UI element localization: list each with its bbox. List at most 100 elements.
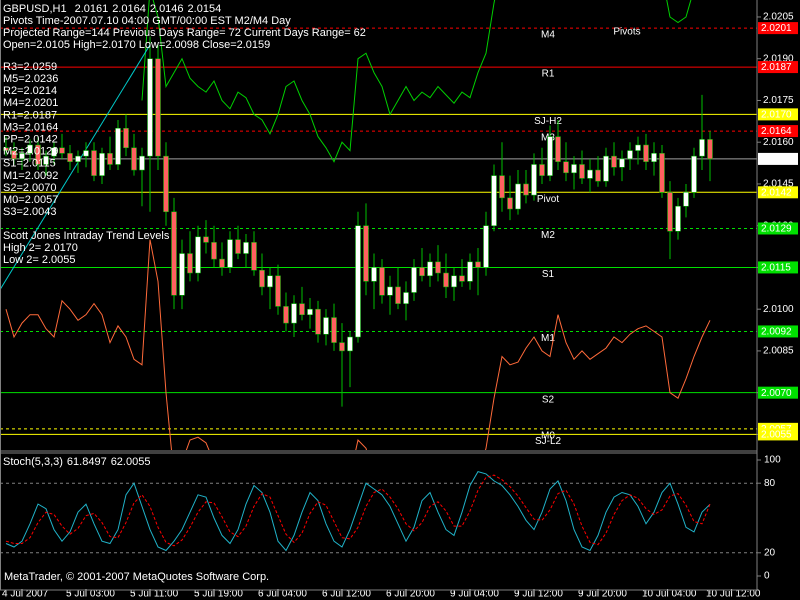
candle-body [371,267,377,282]
pivot-line: S2=2.0070 [3,182,57,194]
candle-body [619,158,625,168]
y-tick-label: 2.0190 [763,53,794,64]
trend-line [0,44,151,290]
candle-body [35,144,41,165]
pivot-line: R1=2.0187 [3,109,57,121]
candle-body [499,175,505,199]
x-tick-label: 9 Jul 04:00 [450,589,499,600]
level-label: SJ-L2 [535,436,562,447]
y-tick-label: 2.0175 [763,95,794,106]
pivot-line: R3=2.0259 [3,61,57,73]
candle-body [627,150,633,160]
price-box [758,186,798,199]
candle-body [579,164,585,179]
candle-body [699,139,705,157]
candle-body [515,183,521,210]
candle-body [643,144,649,162]
candle-body [235,239,241,254]
price-box [758,261,798,274]
x-tick-label: 4 Jul 2007 [2,589,49,600]
x-tick-label: 9 Jul 12:00 [514,589,563,600]
candle-body [387,286,393,296]
candle-body [163,155,169,213]
x-tick-label: 6 Jul 20:00 [386,589,435,600]
x-tick-label: 10 Jul 12:00 [706,589,761,600]
price-box-label: 2.0129 [761,224,792,235]
candle-body [587,169,593,179]
y-tick-label: 2.0100 [763,304,794,315]
stoch-tick-label: 20 [764,547,776,558]
stoch-tick-label: 0 [764,571,770,582]
candle-body [179,253,185,296]
candle-body [267,275,273,288]
candle-body [67,153,73,162]
stoch-panel [0,471,757,554]
candle-body [19,153,25,160]
candle-body [379,267,385,296]
stoch-value: 61.8497 [67,456,107,468]
candle-body [171,211,177,296]
level-label: M4 [541,30,555,41]
candle-body [467,261,473,282]
candle-body [51,147,57,157]
candle-body [611,155,617,168]
info-line: Open=2.0105 High=2.0170 Low=2.0098 Close… [3,39,270,51]
level-label: S2 [542,394,555,405]
ohlc-value: 2.0164 [112,3,146,15]
x-tick-label: 6 Jul 04:00 [258,589,307,600]
x-tick-label: 6 Jul 12:00 [322,589,371,600]
candle-body [91,150,97,176]
x-tick-label: 5 Jul 19:00 [194,589,243,600]
candle-body [155,58,161,157]
price-box-label: 2.0187 [761,62,792,73]
pivot-line: S3=2.0043 [3,206,57,218]
candle-body [523,183,529,196]
candle-body [331,317,337,343]
candle-body [219,258,225,268]
level-label: Pivot [537,194,559,205]
candle-body [651,153,657,162]
price-box-label: 2.0142 [761,187,792,198]
symbol-header: GBPUSD,H1 2.0161 2.0164 2.0146 2.0154 [3,3,221,15]
level-label: M1 [541,333,555,344]
level-label: M0 [541,430,555,441]
candle-body [355,225,361,338]
candle-body [83,150,89,157]
candle-body [147,58,153,157]
candle-body [243,242,249,254]
pivot-line: PP=2.0142 [3,134,58,146]
pivots-label: Pivots [613,27,640,38]
candle-body [427,261,433,277]
candle-body [43,155,49,165]
candle-body [107,153,113,165]
candle-body [507,197,513,210]
level-label: R1 [542,69,555,80]
candle-body [203,236,209,243]
price-box-label: 2.0164 [761,126,792,137]
y-tick-label: 2.0205 [763,12,794,23]
candle-body [451,275,457,288]
candle-body [99,153,105,176]
candle-body [547,136,553,176]
candle-body [475,261,481,268]
info-line: Pivots Time-2007.07.10 04:00 GMT/00:00 E… [3,15,291,27]
candle-body [259,269,265,288]
candle-body [483,225,489,268]
pivot-line: M3=2.0164 [3,121,58,133]
candle-body [195,236,201,274]
overlay: 2.02052.01902.01752.01602.01452.01302.01… [2,3,798,600]
price-box [758,22,798,35]
candle-body [291,303,297,324]
x-tick-label: 9 Jul 20:00 [578,589,627,600]
x-tick-label: 5 Jul 03:00 [66,589,115,600]
stoch-tick-label: 80 [764,478,776,489]
pivot-line: M0=2.0057 [3,194,58,206]
price-box [758,386,798,399]
price-box [758,61,798,74]
candle-body [283,306,289,324]
copyright: MetaTrader, © 2001-2007 MetaQuotes Softw… [4,571,269,583]
level-label: S1 [542,269,555,280]
candle-body [443,272,449,288]
